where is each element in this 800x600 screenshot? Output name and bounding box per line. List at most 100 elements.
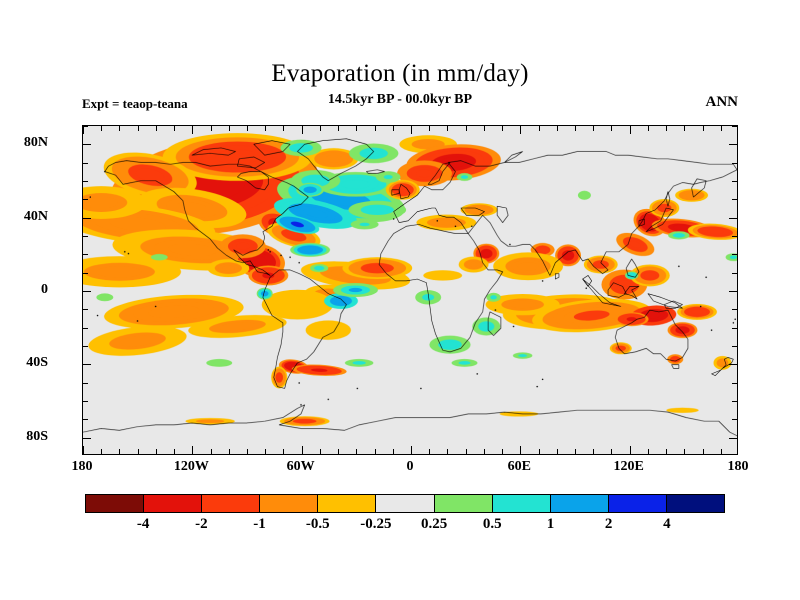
colorbar-tick-label-8: 2 <box>604 516 613 532</box>
x-axis-tick <box>575 126 576 131</box>
x-axis-tick <box>647 449 649 454</box>
x-axis-tick <box>374 449 376 454</box>
y-axis-tick <box>83 346 88 347</box>
y-axis-tick <box>83 437 91 439</box>
x-axis-tick <box>101 449 103 454</box>
x-axis-tick <box>593 449 595 454</box>
x-axis-tick <box>520 446 522 454</box>
x-axis-tick <box>502 126 504 131</box>
season-label: ANN <box>705 94 739 110</box>
x-axis-tick <box>684 126 686 131</box>
x-axis-tick <box>647 126 649 131</box>
x-axis-tick <box>538 449 540 454</box>
map-anomaly-field <box>83 126 737 454</box>
x-axis-label-1: 120W <box>173 459 209 474</box>
experiment-label: Expt = teaop-teana <box>82 96 188 111</box>
x-axis-tick <box>174 126 176 131</box>
x-axis-tick <box>356 126 358 131</box>
x-axis-tick <box>155 449 157 454</box>
y-axis-label-2: 0 <box>41 282 48 297</box>
x-axis-tick <box>429 449 431 454</box>
x-axis-tick <box>319 449 321 454</box>
y-axis-tick <box>83 162 88 164</box>
x-axis-tick <box>283 126 285 131</box>
x-axis-tick <box>265 126 267 131</box>
x-axis-tick <box>137 126 139 131</box>
y-axis-tick <box>83 327 88 329</box>
y-axis-tick <box>729 364 737 366</box>
y-axis-tick <box>83 236 88 237</box>
y-axis-tick <box>83 309 88 311</box>
x-axis-tick <box>374 126 376 131</box>
x-axis-tick <box>192 446 194 454</box>
x-axis-tick <box>465 449 467 454</box>
x-axis-tick <box>702 449 704 454</box>
y-axis-tick <box>732 401 737 402</box>
x-axis-tick <box>283 449 285 454</box>
colorbar-tick-label-9: 4 <box>663 516 671 532</box>
y-axis-tick <box>732 236 737 237</box>
y-axis-label-4: 80S <box>26 428 48 444</box>
colorbar-tick-label-6: 0.5 <box>482 516 502 532</box>
y-axis-tick <box>732 327 737 329</box>
x-axis-tick <box>83 126 84 134</box>
x-axis-tick <box>720 449 722 454</box>
colorbar-tick-label-5: 0.25 <box>420 516 448 532</box>
colorbar-swatch-6 <box>433 495 492 512</box>
x-axis-tick <box>392 449 394 454</box>
x-axis-tick <box>411 126 412 134</box>
x-axis-label-2: 60W <box>286 459 315 474</box>
x-axis-tick <box>611 449 613 454</box>
y-axis-tick <box>83 364 91 366</box>
y-axis-tick <box>83 272 88 274</box>
x-axis-tick <box>629 446 631 454</box>
chart-subtitle: 14.5kyr BP - 00.0kyr BP <box>327 92 473 107</box>
y-axis-tick <box>83 217 91 219</box>
y-axis-tick <box>732 254 737 256</box>
x-axis-tick <box>556 449 558 454</box>
x-axis-tick <box>611 126 613 131</box>
y-axis-tick <box>732 419 737 421</box>
colorbar-swatch-2 <box>201 495 260 512</box>
x-axis-tick <box>247 449 248 454</box>
x-axis-tick <box>502 449 504 454</box>
y-axis-tick <box>83 382 88 384</box>
colorbar-tick-label-1: -2 <box>195 516 208 532</box>
x-axis-tick <box>429 126 431 131</box>
colorbar-swatch-10 <box>665 495 725 512</box>
x-axis-tick <box>575 449 576 454</box>
y-axis-tick <box>729 144 737 146</box>
y-axis-tick <box>729 217 737 219</box>
x-axis-tick <box>447 449 449 454</box>
y-axis-tick <box>732 346 737 347</box>
y-axis-tick <box>83 126 88 127</box>
x-axis-tick <box>319 126 321 131</box>
colorbar-swatch-4 <box>317 495 376 512</box>
x-axis-tick <box>210 126 212 131</box>
colorbar-swatch-9 <box>607 495 666 512</box>
x-axis-tick <box>155 126 157 131</box>
y-axis-label-3: 40S <box>26 355 48 371</box>
colorbar-tick-label-2: -1 <box>253 516 266 532</box>
y-axis-tick <box>83 144 91 146</box>
map-plot-area <box>82 125 738 455</box>
x-axis-tick <box>538 126 540 131</box>
x-axis-tick <box>520 126 522 134</box>
y-axis-tick <box>732 181 737 182</box>
x-axis-label-3: 0 <box>406 459 414 474</box>
x-axis-tick <box>137 449 139 454</box>
x-axis-tick <box>593 126 595 131</box>
y-axis-tick <box>732 162 737 164</box>
x-axis-tick <box>629 126 631 134</box>
x-axis-tick <box>392 126 394 131</box>
x-axis-tick <box>483 449 485 454</box>
x-axis-tick <box>702 126 704 131</box>
colorbar <box>85 494 725 513</box>
colorbar-swatch-8 <box>549 495 608 512</box>
colorbar-swatch-3 <box>259 495 318 512</box>
colorbar-swatch-1 <box>143 495 202 512</box>
x-axis-tick <box>411 446 412 454</box>
colorbar-tick-label-7: 1 <box>546 516 555 532</box>
y-axis-label-1: 40N <box>23 208 48 224</box>
